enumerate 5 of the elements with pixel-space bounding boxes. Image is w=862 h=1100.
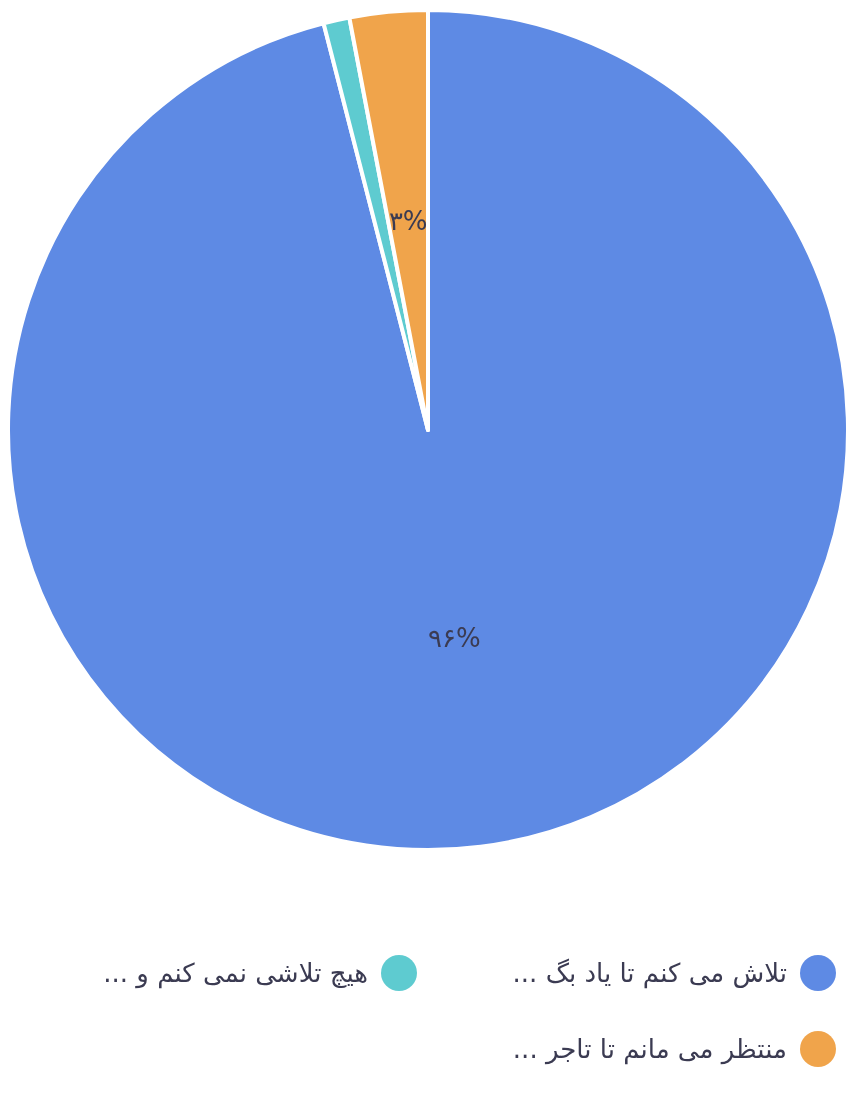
legend-label: منتظر می مانم تا تاجر ... (512, 1034, 787, 1065)
legend-label: هیچ تلاشی نمی کنم و ... (103, 958, 368, 989)
data-label: ۹۶% (428, 623, 481, 654)
slice-label: تلاش می کنم تا یاد بگ ... (512, 958, 787, 989)
data-label: ۳% (388, 205, 428, 236)
